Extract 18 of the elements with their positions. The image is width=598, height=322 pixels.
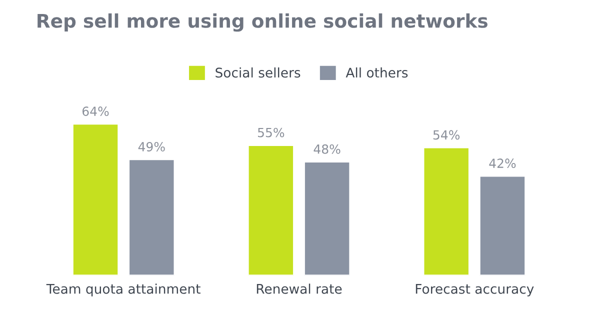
bar: [72, 124, 120, 276]
data-label: 49%: [138, 142, 165, 152]
bar: [304, 161, 351, 276]
bar: [247, 144, 294, 276]
data-label: 54%: [433, 130, 460, 140]
x-tick-label: Team quota attainment: [46, 284, 200, 296]
x-tick-label: Renewal rate: [256, 284, 342, 294]
legend-label: Social sellers: [216, 67, 300, 78]
bar: [422, 146, 470, 276]
data-label: 55%: [258, 128, 284, 138]
data-label: 42%: [489, 158, 516, 168]
legend-label: All others: [346, 67, 408, 78]
bar: [128, 158, 176, 276]
chart-title: Rep sell more using online social networks: [38, 13, 488, 32]
bar: [478, 175, 526, 276]
x-tick-label: Forecast accuracy: [416, 284, 534, 296]
data-label: 48%: [314, 144, 340, 154]
data-label: 64%: [82, 106, 109, 116]
